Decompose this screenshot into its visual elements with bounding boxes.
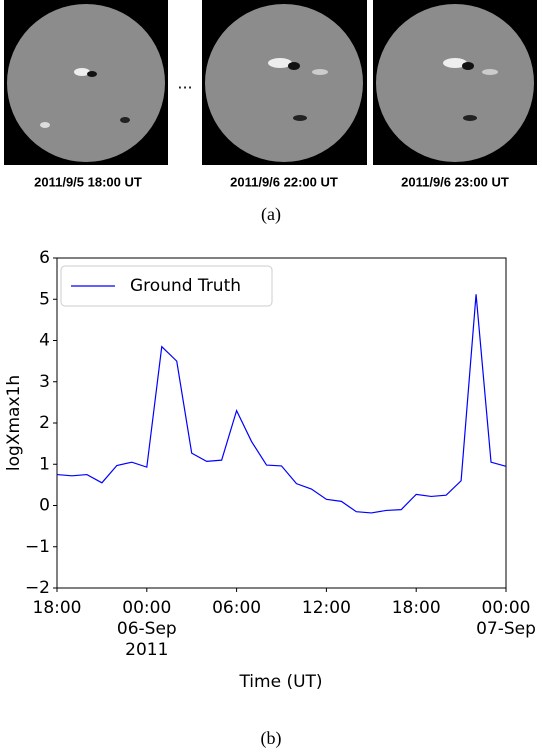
plot-frame — [56, 257, 507, 589]
y-tick-label: 3 — [39, 372, 50, 392]
caption: 2011/9/6 22:00 UT — [230, 174, 338, 189]
caption: 2011/9/6 23:00 UT — [401, 174, 509, 189]
y-tick-label: 5 — [39, 289, 50, 309]
magnetogram-images — [4, 0, 537, 165]
y-tick-label: −1 — [25, 537, 50, 557]
y-tick-label: 1 — [39, 454, 50, 474]
y-tick-label: 6 — [39, 248, 50, 268]
data-line — [56, 294, 507, 514]
y-axis-label: logXmax1h — [4, 375, 24, 471]
y-tick-label: 0 — [39, 496, 50, 516]
legend-label: Ground Truth — [130, 276, 241, 296]
x-tick-label: 12:00 — [302, 598, 351, 618]
subfigure-label: (b) — [261, 728, 282, 749]
y-tick-label: −2 — [25, 578, 50, 598]
subfigure-label: (a) — [261, 204, 281, 225]
y-tick-label: 2 — [39, 413, 50, 433]
x-tick-label: 00:00 06-Sep 2011 — [117, 598, 177, 660]
x-tick-label: 18:00 — [33, 598, 82, 618]
legend-box — [60, 265, 273, 307]
caption: 2011/9/5 18:00 UT — [34, 174, 142, 189]
y-tick-label: 4 — [39, 331, 50, 351]
x-tick-label: 18:00 — [392, 598, 441, 618]
x-axis-label: Time (UT) — [238, 672, 322, 692]
x-tick-label: 00:00 07-Sep — [476, 598, 536, 639]
ellipsis: ... — [177, 74, 192, 93]
x-tick-label: 06:00 — [212, 598, 261, 618]
